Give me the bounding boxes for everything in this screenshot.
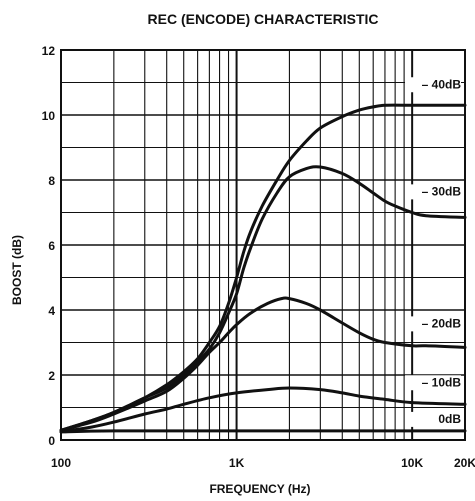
y-tick-label: 10 [42,109,56,123]
x-tick-label: 20K [454,456,475,470]
y-tick-label: 4 [48,304,55,318]
y-tick-label: 8 [48,174,55,188]
y-tick-label: 0 [48,434,55,448]
grid [61,50,465,440]
series-label-20dB: – 20dB [422,316,462,330]
x-tick-label: 1K [229,456,245,470]
x-axis-label: FREQUENCY (Hz) [209,482,310,496]
series-label-40dB: – 40dB [422,77,462,91]
chart-title: REC (ENCODE) CHARACTERISTIC [148,11,379,27]
y-tick-label: 6 [48,239,55,253]
x-tick-label: 100 [51,456,71,470]
series-label-30dB: – 30dB [422,184,462,198]
series-line-0dB [61,431,465,432]
tick-labels: 0 2 4 6 8 10 12 100 1K 10K 20K [42,44,475,470]
y-axis-label: BOOST (dB) [10,235,24,305]
series-label-0dB: 0dB [438,412,461,426]
x-tick-label: 10K [401,456,423,470]
y-tick-label: 2 [48,369,55,383]
y-tick-label: 12 [42,44,56,58]
series-label-10dB: – 10dB [422,375,462,389]
